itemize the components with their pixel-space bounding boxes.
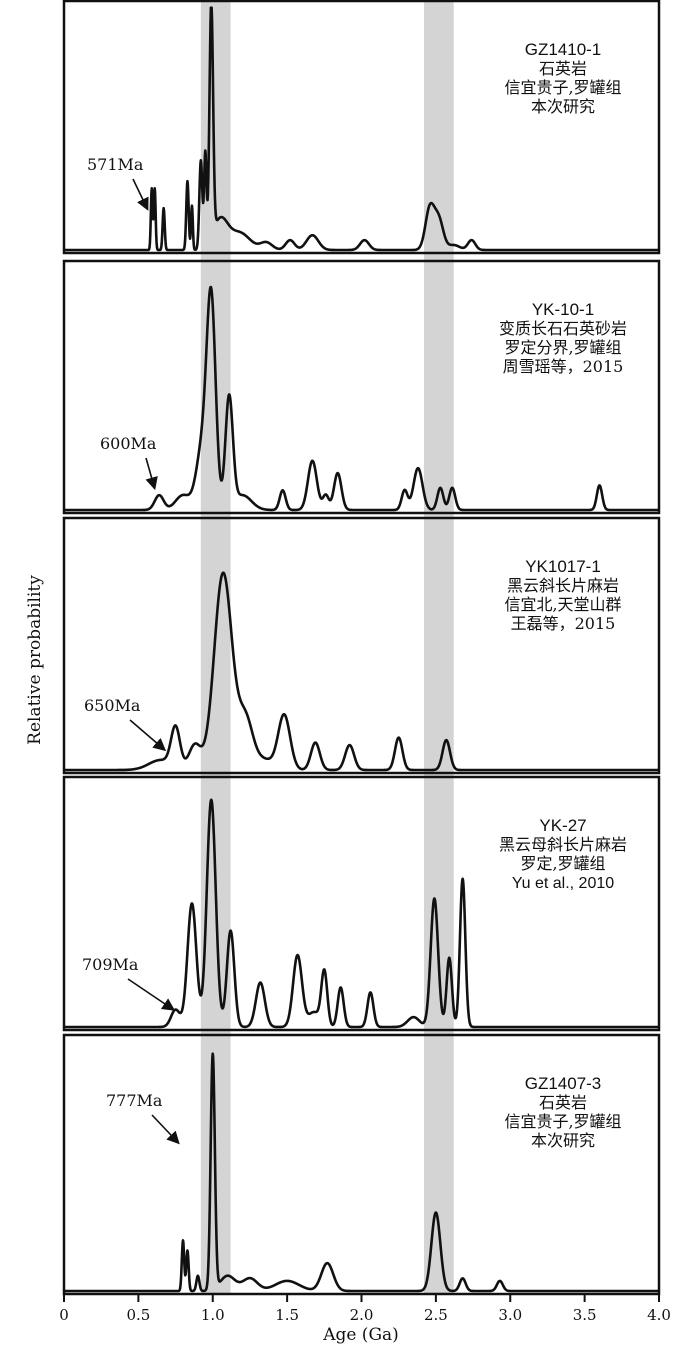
x-tick-label: 1.5 [275,1306,299,1324]
x-tick-label: 2.5 [424,1306,448,1324]
sample-id: YK-27 [539,816,586,835]
panel-frame [62,259,661,515]
sample-label-line-1: 黑云斜长片麻岩 [507,576,619,595]
probability-curve [63,6,660,252]
sample-label-line-1: 黑云母斜长片麻岩 [499,835,627,854]
x-tick-label: 1.0 [201,1306,225,1324]
sample-label-line-1: 变质长石石英砂岩 [499,319,627,338]
x-tick-label: 2.0 [350,1306,374,1324]
sample-id: YK1017-1 [525,557,601,576]
sample-label-line-2: 罗定分界,罗罐组 [504,338,621,357]
x-tick-label: 4.0 [647,1306,671,1324]
x-tick-label: 3.5 [573,1306,597,1324]
age-peak-5 [244,719,247,722]
sample-label-line-2: 信宜贵子,罗罐组 [504,78,621,97]
panel-frame [62,775,661,1032]
probability-curve [63,571,660,772]
probability-curve [63,285,660,512]
min-age-annotation: 709Ma [82,955,139,974]
probability-curve [63,798,660,1029]
panel-frame [62,516,661,775]
sample-label-line-2: 信宜北,天堂山群 [504,595,621,614]
age-probability-panels: GZ1410-1石英岩信宜贵子,罗罐组本次研究571MaYK-10-1变质长石石… [62,0,661,1296]
shaded-band-2 [423,1,454,1294]
min-age-annotation: 600Ma [100,434,157,453]
sample-label-line-1: 石英岩 [539,1093,587,1112]
annotation-arrow [145,457,158,491]
annotation-arrow [132,178,149,211]
sample-label-line-3: 本次研究 [531,1131,595,1150]
min-age-annotation: 650Ma [84,696,141,715]
annotation-arrow [151,1114,180,1145]
panel-frame [62,0,661,255]
min-age-annotation: 777Ma [106,1091,163,1110]
x-axis: 0 0.5 1.0 1.5 2.0 2.5 3.0 3.5 4.0 [59,1294,671,1324]
y-axis-label: Relative probability [25,575,45,745]
x-tick-label: 3.0 [498,1306,522,1324]
probability-curve [63,1052,660,1293]
sample-id: YK-10-1 [532,300,594,319]
shaded-age-bands [200,1,454,1294]
annotation-arrow [127,978,176,1011]
sample-label-line-3: Yu et al., 2010 [512,875,614,892]
sample-label-line-1: 石英岩 [539,59,587,78]
sample-label-line-2: 信宜贵子,罗罐组 [504,1112,621,1131]
sample-label-line-3: 周雪瑶等，2015 [503,357,624,376]
sample-label-line-3: 王磊等，2015 [511,614,616,633]
sample-id: GZ1407-3 [525,1074,602,1093]
sample-id: GZ1410-1 [525,40,602,59]
sample-label-line-3: 本次研究 [531,97,595,116]
x-tick-label: 0.5 [126,1306,150,1324]
sample-label-line-2: 罗定,罗罐组 [520,854,605,873]
x-tick-label: 0 [59,1306,69,1324]
annotation-arrow [129,719,167,752]
x-axis-label: Age (Ga) [322,1325,399,1345]
min-age-annotation: 571Ma [87,155,144,174]
